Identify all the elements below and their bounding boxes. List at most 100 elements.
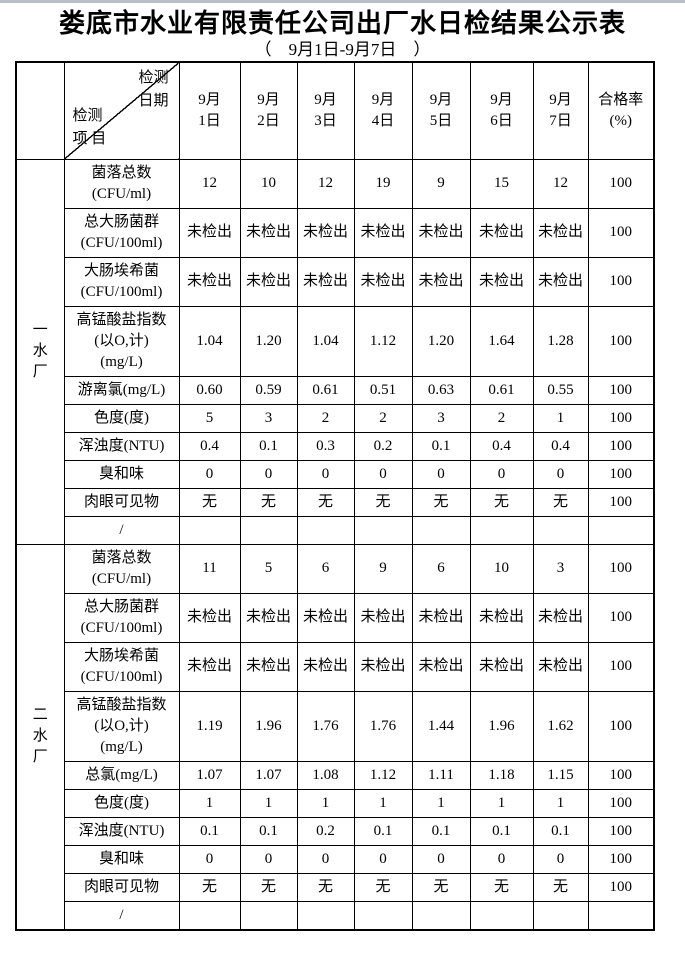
table-row: / (16, 515, 655, 545)
result-value: 1.04 (178, 305, 241, 377)
result-value: 12 (532, 158, 589, 209)
parameter-label: 肉眼可见物 (63, 487, 180, 517)
result-value: 未检出 (296, 207, 355, 258)
parameter-label: 浑浊度(NTU) (63, 816, 180, 846)
result-value: 1.12 (353, 760, 413, 790)
result-value: 2 (469, 403, 534, 433)
corner-header: 检测 日期 检测 项 目 (63, 61, 180, 160)
result-value: 未检出 (296, 256, 355, 307)
date-header-sep1: 9月 1日 (178, 61, 241, 160)
result-value: 0.61 (296, 375, 355, 405)
result-value: 3 (532, 543, 589, 594)
date-header-sep3: 9月 3日 (296, 61, 355, 160)
result-value: 1.11 (411, 760, 471, 790)
parameter-label: 菌落总数 (CFU/ml) (63, 158, 180, 209)
pass-rate-value: 100 (587, 459, 655, 489)
result-value (239, 900, 298, 930)
pass-rate-value: 100 (587, 543, 655, 594)
result-value: 未检出 (178, 256, 241, 307)
result-value: 未检出 (239, 207, 298, 258)
result-value (411, 900, 471, 930)
parameter-label: 臭和味 (63, 844, 180, 874)
result-value (353, 900, 413, 930)
parameter-label: 大肠埃希菌 (CFU/100ml) (63, 641, 180, 692)
result-value (178, 900, 241, 930)
result-value: 未检出 (178, 592, 241, 643)
table-row: 色度(度) 5 3 2 2 3 2 1 100 (16, 403, 655, 433)
result-value: 无 (353, 487, 413, 517)
result-value: 0 (469, 844, 534, 874)
table-row: 一 水 厂菌落总数 (CFU/ml) 12 10 12 19 9 15 12 100 (15, 158, 655, 545)
result-value: 0.60 (178, 375, 241, 405)
result-value: 0.1 (469, 816, 534, 846)
result-value: 2 (353, 403, 413, 433)
parameter-label: 臭和味 (63, 459, 180, 489)
result-value: 0.61 (469, 375, 534, 405)
table-row: 高锰酸盐指数 (以O,计) (mg/L) 1.04 1.20 1.04 1.12 1.20… (16, 305, 655, 377)
result-value (353, 515, 413, 545)
pass-rate-value: 100 (587, 431, 655, 461)
result-value: 19 (353, 158, 413, 209)
result-value (178, 515, 241, 545)
date-range-subtitle: （ 9月1日-9月7日 ） (254, 40, 431, 59)
result-value (296, 515, 355, 545)
result-value: 未检出 (411, 256, 471, 307)
pass-rate-value: 100 (587, 788, 655, 818)
result-value: 1 (239, 788, 298, 818)
parameter-label: 大肠埃希菌 (CFU/100ml) (63, 256, 180, 307)
result-value: 0 (353, 459, 413, 489)
result-value: 0 (469, 459, 534, 489)
result-value: 未检出 (239, 592, 298, 643)
parameter-label: 高锰酸盐指数 (以O,计) (mg/L) (63, 690, 180, 762)
result-value: 9 (353, 543, 413, 594)
result-value: 0.55 (532, 375, 589, 405)
result-value: 未检出 (532, 592, 589, 643)
result-value: 1 (532, 403, 589, 433)
result-value: 1 (353, 788, 413, 818)
parameter-label: 菌落总数 (CFU/ml) (63, 543, 180, 594)
result-value: 0 (296, 459, 355, 489)
result-value: 0 (239, 844, 298, 874)
parameter-label: 游离氯(mg/L) (63, 375, 180, 405)
result-value: 5 (239, 543, 298, 594)
result-value: 0.59 (239, 375, 298, 405)
pass-rate-value: 100 (587, 256, 655, 307)
result-value: 未检出 (353, 256, 413, 307)
result-value: 0 (178, 459, 241, 489)
date-header-sep6: 9月 6日 (469, 61, 534, 160)
page-top-edge (0, 0, 685, 3)
result-value: 未检出 (353, 207, 413, 258)
pass-rate-value: 100 (587, 760, 655, 790)
result-value: 无 (469, 487, 534, 517)
table-row: 浑浊度(NTU) 0.4 0.1 0.3 0.2 0.1 0.4 0.4 100 (16, 431, 655, 461)
table-row: 肉眼可见物无无无无无无无 100 (16, 487, 655, 517)
corner-label-test-date: 检测 日期 (138, 70, 169, 109)
result-value: 0.2 (353, 431, 413, 461)
result-value: 1.19 (178, 690, 241, 762)
parameter-label: / (63, 900, 180, 930)
pass-rate-value: 100 (587, 207, 655, 258)
table-row: / (16, 900, 655, 930)
result-value (469, 515, 534, 545)
plant-label: 二 水 厂 (15, 543, 65, 930)
result-value: 无 (353, 872, 413, 902)
result-value: 无 (178, 872, 241, 902)
page-title: 娄底市水业有限责任公司出厂水日检结果公示表 (58, 9, 626, 38)
parameter-label: 浑浊度(NTU) (63, 431, 180, 461)
parameter-label: 高锰酸盐指数 (以O,计) (mg/L) (63, 305, 180, 377)
plant-label: 一 水 厂 (15, 158, 65, 545)
result-value: 0 (353, 844, 413, 874)
result-value: 0 (411, 459, 471, 489)
result-value: 未检出 (239, 641, 298, 692)
result-value: 1.76 (296, 690, 355, 762)
result-value: 无 (532, 872, 589, 902)
result-value: 3 (411, 403, 471, 433)
result-value: 9 (411, 158, 471, 209)
result-value: 1.07 (178, 760, 241, 790)
parameter-label: 色度(度) (63, 403, 180, 433)
result-value: 未检出 (296, 641, 355, 692)
result-value: 未检出 (532, 207, 589, 258)
pass-rate-value (587, 900, 655, 930)
result-value: 0.1 (411, 816, 471, 846)
result-value (469, 900, 534, 930)
